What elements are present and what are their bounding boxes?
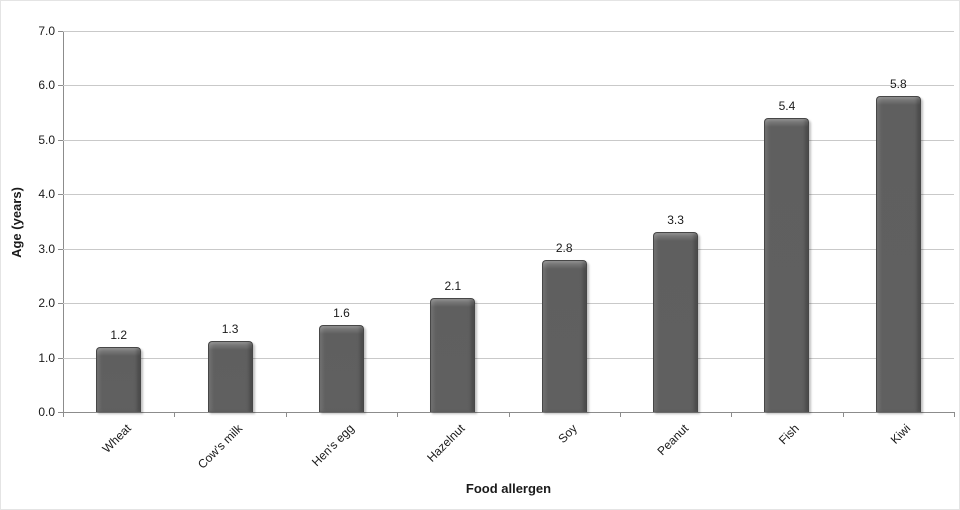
gridline: [63, 194, 954, 196]
gridline: [63, 85, 954, 87]
y-tick-label: 4.0: [38, 187, 55, 202]
bar: [430, 297, 476, 412]
y-axis-tick: [58, 194, 63, 196]
y-axis-tick: [58, 31, 63, 32]
x-axis-title: Food allergen: [465, 481, 552, 496]
bar-value-label: 3.3: [667, 213, 684, 228]
y-tick-label: 7.0: [38, 24, 55, 38]
y-tick-label: 2.0: [38, 296, 55, 311]
y-axis-line: [63, 31, 64, 413]
x-axis-tick: [508, 412, 510, 417]
y-axis-tick: [58, 412, 63, 413]
bar-value-label: 1.6: [333, 305, 350, 320]
bar: [541, 259, 587, 412]
x-axis-tick: [63, 412, 64, 417]
gridline: [63, 303, 954, 305]
x-axis-tick: [619, 412, 621, 417]
y-axis-tick: [58, 303, 63, 305]
x-axis-tick: [397, 412, 399, 417]
y-axis-tick: [58, 357, 63, 359]
gridline: [63, 357, 954, 359]
category-tick-label-text: Kiwi: [888, 421, 914, 447]
bar: [875, 96, 921, 412]
x-axis-tick: [842, 412, 844, 417]
y-axis-tick: [58, 85, 63, 87]
bar-value-label: 2.8: [555, 240, 573, 255]
bar: [207, 341, 253, 412]
y-tick-label: 6.0: [38, 78, 55, 93]
gridline: [63, 248, 954, 250]
gridline: [63, 139, 954, 141]
category-tick-label-text: Cow's milk: [195, 421, 246, 472]
category-tick-label-text: Hen's egg: [308, 421, 357, 470]
bar: [653, 232, 699, 412]
y-axis-title-text: Age (years): [8, 186, 24, 258]
bar-value-label: 2.1: [444, 278, 462, 293]
category-tick-label-text: Peanut: [653, 421, 691, 459]
category-tick-label-text: Wheat: [99, 421, 134, 456]
bar-value-label: 5.8: [889, 77, 907, 92]
y-tick-label: 0.0: [38, 405, 55, 419]
x-axis-tick: [285, 412, 287, 417]
y-axis-tick: [58, 248, 63, 250]
bar-value-label: 5.4: [778, 99, 796, 114]
y-tick-label: 5.0: [38, 132, 55, 147]
bar: [318, 324, 364, 412]
bar-value-label: 1.3: [221, 322, 239, 337]
bar-value-label: 1.2: [110, 327, 128, 342]
x-axis-tick: [174, 412, 176, 417]
gridline: [63, 31, 954, 32]
category-tick-label-text: Fish: [776, 421, 803, 448]
category-tick-label-text: Hazelnut: [424, 421, 469, 465]
category-tick-label-text: Soy: [554, 421, 580, 446]
y-axis-tick: [58, 139, 63, 141]
x-axis-tick: [731, 412, 733, 417]
bar: [764, 118, 810, 412]
y-tick-label: 3.0: [38, 241, 55, 256]
x-axis-tick: [954, 412, 955, 417]
y-tick-label: 1.0: [38, 350, 55, 365]
bar: [96, 346, 142, 412]
